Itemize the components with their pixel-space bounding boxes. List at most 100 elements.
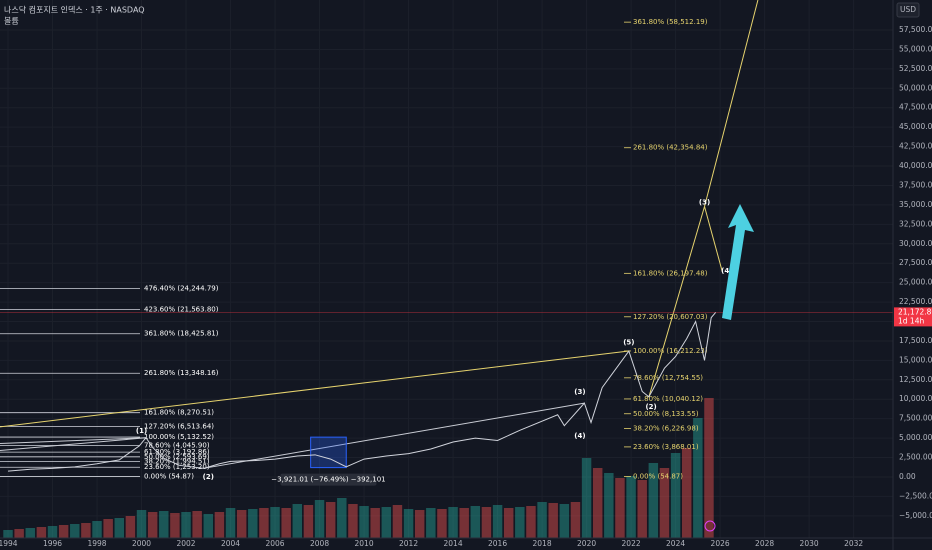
fib-label: 261.80% (13,348.16) xyxy=(144,369,219,377)
fib-label: 100.00% (5,132.52) xyxy=(144,433,214,441)
volume-bar xyxy=(58,525,69,538)
currency-button[interactable] xyxy=(896,2,920,18)
volume-bar xyxy=(481,507,492,538)
fib-label: 161.80% (26,197.48) xyxy=(633,269,708,277)
x-tick-label: 2032 xyxy=(844,539,863,548)
y-tick-label: 10,000.00 xyxy=(899,394,932,403)
volume-bar xyxy=(159,511,169,538)
measure-label: −3,921.01 (−76.49%) −392,101 xyxy=(271,476,385,484)
x-tick-label: 2018 xyxy=(533,539,552,548)
volume-bar xyxy=(526,506,536,538)
volume-bar xyxy=(470,506,481,538)
trendline xyxy=(0,350,629,428)
volume-bar xyxy=(147,512,158,538)
volume-bar xyxy=(570,502,581,538)
currency-label[interactable]: USD xyxy=(900,5,916,14)
volume-bar xyxy=(437,509,447,538)
wave-label: (1) xyxy=(136,427,147,435)
volume-bar xyxy=(381,507,392,538)
y-tick-label: 37,500.00 xyxy=(899,180,932,189)
volume-bar xyxy=(14,529,24,538)
volume-bar xyxy=(359,506,369,538)
volume-bar xyxy=(225,508,236,538)
volume-bar xyxy=(459,508,469,538)
axis-layer: −5,000.00 −2,500.00 0.00 2,500.00 5,000.00 7,… xyxy=(0,25,932,548)
fib-label: 127.20% (6,513.64) xyxy=(144,422,214,430)
x-tick-label: 1994 xyxy=(0,539,18,548)
x-tick-label: 2020 xyxy=(577,539,596,548)
volume-bar xyxy=(25,528,35,538)
fib-label: 23.60% (3,868.01) xyxy=(633,443,699,451)
fib-label: 261.80% (42,354.84) xyxy=(633,144,708,152)
fib-label: 38.20% (1,994.51) xyxy=(144,457,210,465)
fib-label: 61.80% (10,040.12) xyxy=(633,395,703,403)
volume-bar xyxy=(403,509,414,538)
x-tick-label: 2030 xyxy=(800,539,819,548)
volume-bar xyxy=(704,398,714,538)
wave-label: (3) xyxy=(574,388,585,396)
volume-bar xyxy=(414,510,425,538)
volume-bar xyxy=(303,505,314,538)
y-tick-label: 50,000.00 xyxy=(899,83,932,92)
wave-label: (5) xyxy=(623,338,634,346)
x-tick-label: 2002 xyxy=(176,539,195,548)
volume-bar xyxy=(515,507,525,538)
price-tag-countdown: 1d 14h xyxy=(898,316,924,325)
x-tick-label: 2014 xyxy=(444,539,463,548)
y-tick-label: 42,500.00 xyxy=(899,142,932,151)
arrow-annotation xyxy=(722,204,754,320)
y-tick-label: −2,500.00 xyxy=(899,491,932,500)
volume-bar xyxy=(693,418,703,538)
fib-label: 50.00% (8,133.55) xyxy=(633,410,699,418)
event-icon[interactable] xyxy=(704,520,716,532)
trendline xyxy=(0,437,147,452)
wave-label: (2) xyxy=(203,473,214,481)
y-tick-label: 22,500.00 xyxy=(899,297,932,306)
volume-bar xyxy=(681,448,692,538)
fib-label: 61.80% (3,192.86) xyxy=(144,448,210,456)
volume-legend: 볼륨 xyxy=(4,16,19,26)
volume-bar xyxy=(181,512,191,538)
y-tick-label: 45,000.00 xyxy=(899,122,932,131)
fib-label: 23.60% (1,253.20) xyxy=(144,463,210,471)
volume-bar xyxy=(592,468,603,538)
y-tick-label: −5,000.00 xyxy=(899,511,932,520)
volume-bar xyxy=(36,527,47,538)
volume-bar xyxy=(559,504,570,538)
y-tick-label: 2,500.00 xyxy=(899,453,932,462)
price-tag xyxy=(894,307,932,327)
trendline xyxy=(203,402,585,469)
volume-bar xyxy=(325,502,336,538)
volume-bar xyxy=(670,453,681,538)
fib-label: 78.60% (12,754.55) xyxy=(633,374,703,382)
x-tick-label: 2006 xyxy=(265,539,284,548)
volume-bar xyxy=(503,508,514,538)
volume-bar xyxy=(114,518,125,538)
price-tag-value: 21,172.86 xyxy=(898,307,932,316)
y-tick-label: 0.00 xyxy=(899,472,916,481)
volume-bar xyxy=(348,504,358,538)
volume-bar xyxy=(492,505,503,538)
volume-bar xyxy=(136,510,147,538)
volume-bar xyxy=(236,510,247,538)
x-tick-label: 2010 xyxy=(355,539,374,548)
x-tick-label: 2016 xyxy=(488,539,507,548)
x-tick-label: 2028 xyxy=(755,539,774,548)
volume-bar xyxy=(47,526,58,538)
y-tick-label: 30,000.00 xyxy=(899,239,932,248)
y-tick-label: 32,500.00 xyxy=(899,219,932,228)
grid-layer xyxy=(0,0,893,538)
y-tick-label: 15,000.00 xyxy=(899,355,932,364)
volume-bar xyxy=(615,478,625,538)
y-tick-label: 35,000.00 xyxy=(899,200,932,209)
x-tick-label: 1996 xyxy=(43,539,62,548)
fib-label: 0.00% (54.87) xyxy=(633,473,683,481)
fib-label: 161.80% (8,270.51) xyxy=(144,409,214,417)
wave-label: (4) xyxy=(721,267,732,275)
fib-label: 38.20% (6,226.98) xyxy=(633,425,699,433)
volume-bar xyxy=(637,480,647,538)
trendline xyxy=(0,437,146,445)
fib-label: 50.00% (2,593.69) xyxy=(144,453,210,461)
volume-bar xyxy=(659,468,670,538)
trendline xyxy=(704,206,723,272)
